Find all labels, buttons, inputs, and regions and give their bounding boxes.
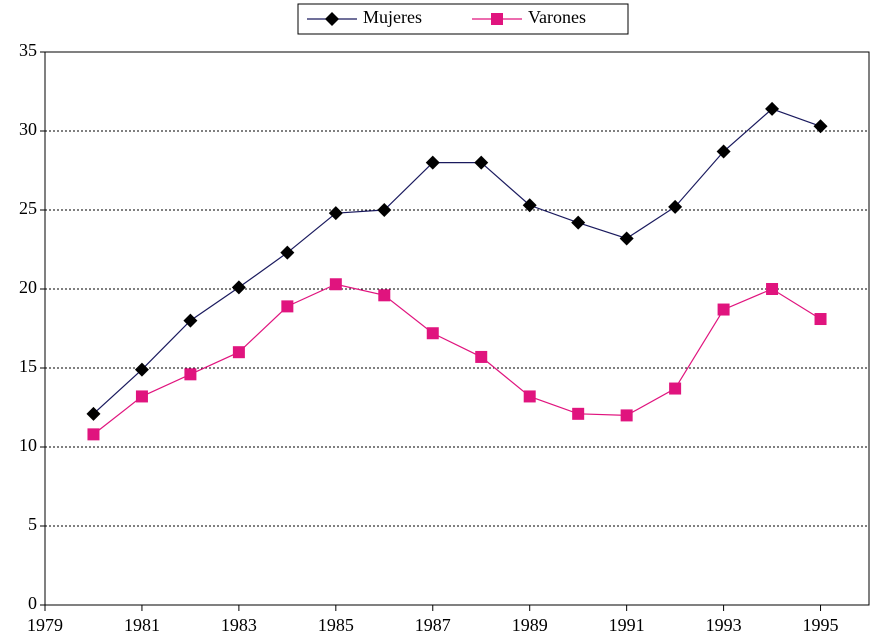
series-line: [93, 108, 821, 415]
legend-marker: [325, 12, 339, 26]
marker: [717, 303, 730, 316]
x-tick-label: 1979: [27, 615, 63, 635]
marker: [328, 206, 343, 221]
series-line: [93, 283, 821, 435]
y-tick-label: 35: [19, 40, 37, 60]
marker: [184, 368, 197, 381]
marker: [378, 289, 391, 302]
marker: [329, 278, 342, 291]
y-tick-label: 15: [19, 356, 37, 376]
plot-area: [44, 51, 870, 606]
marker: [87, 428, 100, 441]
marker: [766, 283, 779, 295]
marker: [765, 101, 780, 116]
y-tick-label: 25: [19, 198, 37, 218]
marker: [232, 346, 245, 359]
marker: [231, 280, 246, 295]
x-tick-label: 1995: [803, 615, 839, 635]
marker: [668, 199, 683, 214]
marker: [716, 144, 731, 159]
legend-marker: [491, 13, 503, 25]
marker: [474, 155, 489, 170]
marker: [571, 215, 586, 230]
marker: [620, 409, 633, 422]
marker: [426, 327, 439, 340]
x-tick-label: 1993: [706, 615, 742, 635]
marker: [475, 350, 488, 363]
marker: [280, 245, 295, 260]
legend-label: Mujeres: [363, 7, 422, 27]
marker: [134, 362, 149, 377]
marker: [814, 313, 827, 326]
marker: [377, 203, 392, 217]
marker: [522, 198, 537, 213]
x-tick-label: 1983: [221, 615, 257, 635]
marker: [669, 382, 682, 395]
x-tick-label: 1985: [318, 615, 354, 635]
y-tick-label: 10: [19, 435, 37, 455]
y-tick-label: 0: [28, 593, 37, 613]
y-tick-label: 20: [19, 277, 37, 297]
marker: [619, 231, 634, 246]
legend-label: Varones: [528, 7, 586, 27]
marker: [523, 390, 536, 403]
marker: [813, 119, 828, 134]
marker: [572, 407, 585, 420]
marker: [86, 406, 101, 421]
x-tick-label: 1981: [124, 615, 160, 635]
marker: [281, 300, 294, 313]
x-tick-label: 1989: [512, 615, 548, 635]
y-tick-label: 5: [28, 514, 37, 534]
marker: [135, 390, 148, 403]
x-tick-label: 1991: [609, 615, 645, 635]
marker: [183, 313, 198, 328]
x-tick-label: 1987: [415, 615, 451, 635]
marker: [425, 155, 440, 170]
y-tick-label: 30: [19, 119, 37, 139]
